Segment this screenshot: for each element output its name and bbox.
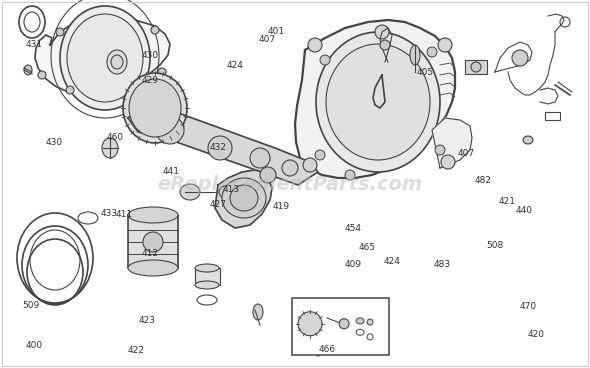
Ellipse shape xyxy=(512,50,528,66)
Ellipse shape xyxy=(367,319,373,325)
Ellipse shape xyxy=(523,136,533,144)
Text: 420: 420 xyxy=(527,330,544,339)
Ellipse shape xyxy=(345,170,355,180)
Ellipse shape xyxy=(375,25,389,39)
Text: 440: 440 xyxy=(516,206,532,215)
Text: 430: 430 xyxy=(142,52,159,60)
Polygon shape xyxy=(195,268,220,285)
Text: 405: 405 xyxy=(416,68,434,77)
Ellipse shape xyxy=(38,71,46,79)
Ellipse shape xyxy=(143,232,163,252)
Text: eReplacementParts.com: eReplacementParts.com xyxy=(158,176,422,195)
Ellipse shape xyxy=(66,86,74,94)
Ellipse shape xyxy=(156,116,184,144)
Text: 441: 441 xyxy=(163,167,179,176)
Text: 422: 422 xyxy=(127,346,144,355)
Ellipse shape xyxy=(111,55,123,69)
Text: 419: 419 xyxy=(272,202,290,210)
Ellipse shape xyxy=(180,184,200,200)
Text: 483: 483 xyxy=(434,261,451,269)
Text: 460: 460 xyxy=(106,134,124,142)
Ellipse shape xyxy=(380,40,390,50)
Ellipse shape xyxy=(123,73,187,143)
Ellipse shape xyxy=(67,14,143,102)
Bar xyxy=(465,60,487,74)
Polygon shape xyxy=(128,215,178,268)
Ellipse shape xyxy=(356,318,364,324)
Ellipse shape xyxy=(260,167,276,183)
Ellipse shape xyxy=(438,38,452,52)
Text: 508: 508 xyxy=(486,241,503,250)
Ellipse shape xyxy=(339,319,349,329)
Text: 429: 429 xyxy=(142,76,159,85)
Ellipse shape xyxy=(320,55,330,65)
Ellipse shape xyxy=(314,348,322,356)
Ellipse shape xyxy=(326,44,430,160)
Text: 430: 430 xyxy=(45,138,63,147)
Ellipse shape xyxy=(56,28,64,36)
Polygon shape xyxy=(295,20,455,178)
Ellipse shape xyxy=(151,26,159,34)
Ellipse shape xyxy=(253,304,263,320)
Ellipse shape xyxy=(222,178,266,218)
Ellipse shape xyxy=(315,150,325,160)
Ellipse shape xyxy=(219,186,231,198)
Ellipse shape xyxy=(158,68,166,76)
Ellipse shape xyxy=(282,160,298,176)
Text: 466: 466 xyxy=(319,345,336,354)
Bar xyxy=(292,298,389,355)
Text: 431: 431 xyxy=(25,40,43,49)
Ellipse shape xyxy=(102,138,118,158)
Ellipse shape xyxy=(308,38,322,52)
Ellipse shape xyxy=(427,47,437,57)
Polygon shape xyxy=(128,102,318,185)
Text: 400: 400 xyxy=(25,342,43,350)
Polygon shape xyxy=(35,18,170,96)
Text: 412: 412 xyxy=(142,250,159,258)
Text: 409: 409 xyxy=(344,260,362,269)
Bar xyxy=(545,112,560,120)
Ellipse shape xyxy=(129,79,181,137)
Ellipse shape xyxy=(60,6,150,110)
Ellipse shape xyxy=(128,207,178,223)
Polygon shape xyxy=(215,170,272,228)
Text: 407: 407 xyxy=(258,35,276,44)
Text: 509: 509 xyxy=(22,301,40,310)
Ellipse shape xyxy=(230,185,258,211)
Text: 424: 424 xyxy=(384,257,401,266)
Text: 413: 413 xyxy=(222,185,240,194)
Ellipse shape xyxy=(471,62,481,72)
Text: 424: 424 xyxy=(227,61,243,70)
Text: 470: 470 xyxy=(519,302,537,311)
Ellipse shape xyxy=(316,32,440,172)
Text: 427: 427 xyxy=(210,200,227,209)
Text: 407: 407 xyxy=(457,149,475,158)
Ellipse shape xyxy=(250,148,270,168)
Ellipse shape xyxy=(128,260,178,276)
Ellipse shape xyxy=(298,312,322,336)
Polygon shape xyxy=(432,118,472,168)
Text: 411: 411 xyxy=(115,210,133,219)
Ellipse shape xyxy=(303,158,317,172)
Ellipse shape xyxy=(435,145,445,155)
Ellipse shape xyxy=(195,264,219,272)
Text: 401: 401 xyxy=(267,27,285,36)
Text: 465: 465 xyxy=(358,243,376,252)
Ellipse shape xyxy=(208,136,232,160)
Text: 482: 482 xyxy=(474,176,491,185)
Ellipse shape xyxy=(294,332,306,344)
Text: 432: 432 xyxy=(210,143,227,152)
Text: 433: 433 xyxy=(100,209,118,218)
Ellipse shape xyxy=(441,155,455,169)
Ellipse shape xyxy=(410,45,420,65)
Text: 423: 423 xyxy=(139,316,156,325)
Ellipse shape xyxy=(24,65,32,75)
Ellipse shape xyxy=(195,281,219,289)
Ellipse shape xyxy=(107,50,127,74)
Text: 454: 454 xyxy=(345,224,361,233)
Text: 421: 421 xyxy=(499,197,516,206)
